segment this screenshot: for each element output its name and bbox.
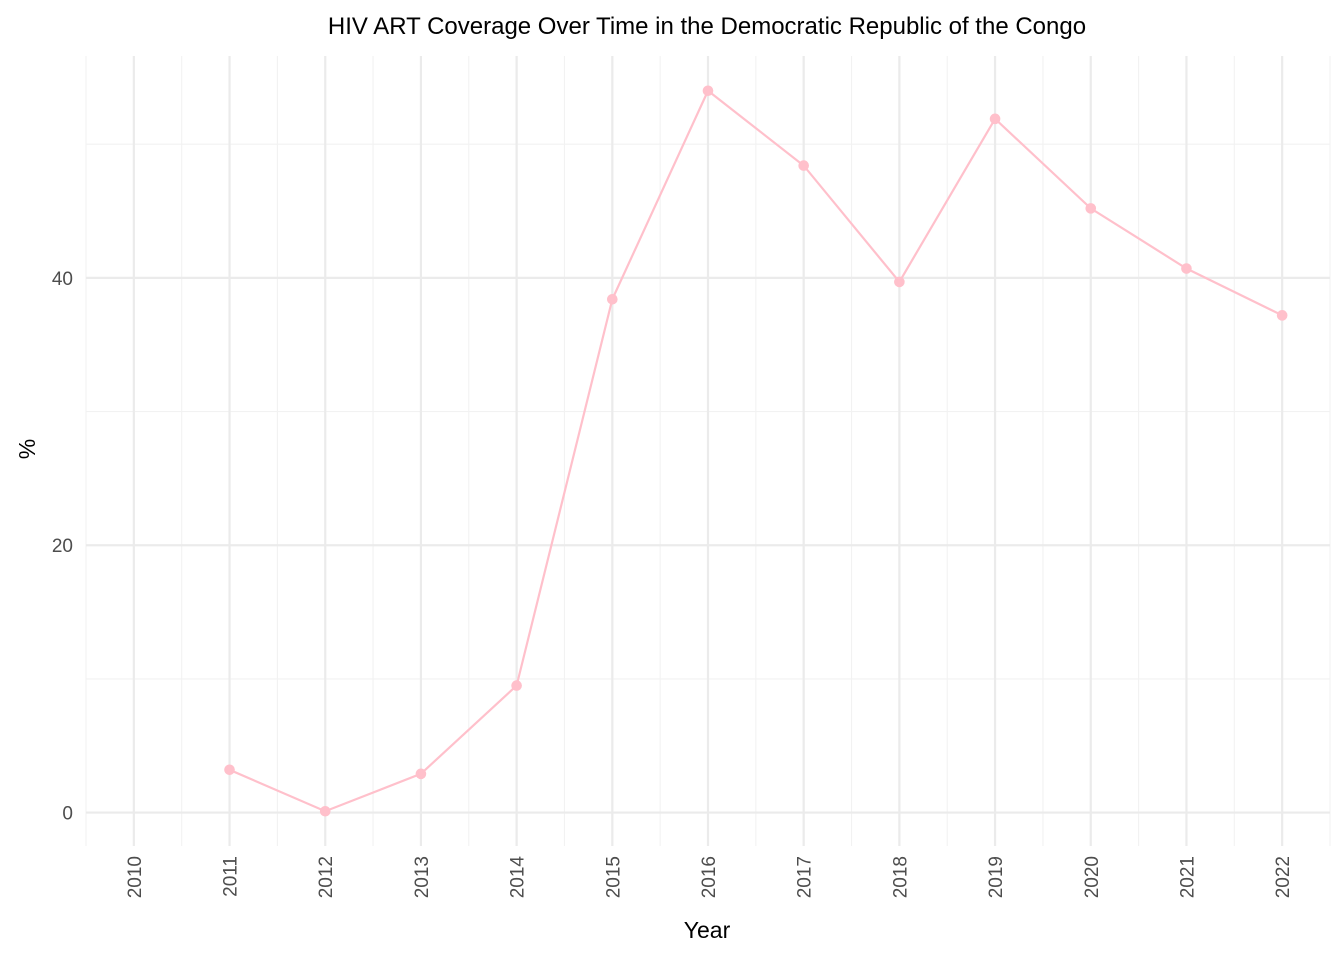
y-tick-label: 40 (52, 269, 73, 290)
x-tick-label: 2017 (795, 856, 816, 898)
grid (85, 56, 1331, 846)
x-tick-label: 2020 (1082, 856, 1103, 898)
x-tick-label: 2012 (316, 856, 337, 898)
data-point (1085, 203, 1097, 214)
data-point (989, 113, 1001, 125)
data-point (894, 276, 905, 288)
x-axis-ticks: 2010 2011 2012 2013 2014 2015 2016 2017 2018 2019… (125, 856, 1294, 899)
x-tick-label: 2013 (412, 856, 433, 898)
y-tick-label: 0 (62, 804, 73, 825)
x-tick-label: 2015 (603, 856, 624, 898)
x-tick-label: 2018 (890, 856, 911, 898)
chart-title: HIV ART Coverage Over Time in the Democr… (328, 13, 1086, 40)
x-tick-label: 2010 (125, 856, 146, 898)
x-tick-label: 2014 (508, 856, 529, 899)
data-point (319, 805, 331, 817)
x-tick-label: 2022 (1273, 856, 1294, 898)
data-point (511, 680, 522, 691)
data-point (1276, 310, 1288, 321)
data-point (607, 293, 618, 305)
data-point (224, 764, 235, 776)
data-point (1181, 263, 1192, 274)
data-point (702, 85, 714, 97)
data-point (415, 768, 427, 780)
series-line (229, 89, 1283, 813)
x-axis-title: Year (684, 917, 731, 943)
data-point (798, 160, 809, 171)
y-axis-title: % (14, 439, 40, 459)
x-tick-label: 2016 (699, 856, 720, 898)
y-tick-label: 20 (52, 536, 73, 557)
x-tick-label: 2021 (1177, 856, 1198, 898)
x-tick-label: 2019 (986, 856, 1007, 898)
x-tick-label: 2011 (221, 856, 242, 897)
series-layer (224, 85, 1288, 817)
y-axis-ticks: 0 20 40 (52, 269, 73, 825)
